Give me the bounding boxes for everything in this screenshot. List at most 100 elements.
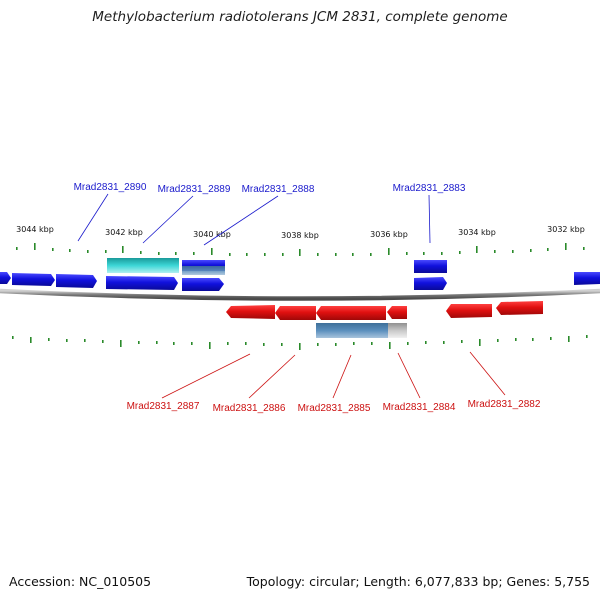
tick-mark	[299, 249, 301, 256]
tick-mark	[530, 249, 532, 252]
reverse-gene-arrow[interactable]	[316, 306, 386, 320]
accession-label: Accession: NC_010505	[9, 574, 152, 589]
reverse-gene-arrow[interactable]	[387, 306, 407, 319]
pseudo-feature[interactable]	[182, 266, 225, 275]
tick-mark	[282, 253, 284, 256]
tick-mark	[586, 335, 588, 338]
forward-gene-arrow[interactable]	[182, 278, 224, 291]
tick-mark	[16, 247, 18, 250]
tick-mark	[105, 250, 107, 253]
leader-line	[203, 195, 279, 246]
forward-gene-arrow[interactable]	[414, 277, 447, 290]
gene-label-mrad2831-2882[interactable]: Mrad2831_2882	[468, 399, 541, 410]
tick-mark	[69, 249, 71, 252]
gene-label-mrad2831-2887[interactable]: Mrad2831_2887	[127, 401, 200, 412]
gene-label-mrad2831-2885[interactable]: Mrad2831_2885	[298, 403, 371, 414]
inner-tick-row	[12, 335, 588, 350]
leader-line	[77, 193, 109, 242]
tick-mark	[263, 343, 265, 346]
gene-label-mrad2831-2890[interactable]: Mrad2831_2890	[74, 182, 147, 193]
tick-mark	[211, 248, 213, 255]
tick-mark	[299, 343, 301, 350]
gene-label-mrad2831-2888[interactable]: Mrad2831_2888	[242, 184, 315, 195]
tick-mark	[497, 339, 499, 342]
reverse-gene-labels: Mrad2831_2887 Mrad2831_2886 Mrad2831_288…	[127, 399, 541, 414]
tick-mark	[512, 250, 514, 253]
forward-gene-arrow[interactable]	[0, 272, 11, 284]
tick-mark	[66, 339, 68, 342]
gene-label-mrad2831-2883[interactable]: Mrad2831_2883	[393, 183, 466, 194]
tick-mark	[209, 342, 211, 349]
forward-gene-block[interactable]	[414, 260, 447, 273]
reverse-gene-arrow[interactable]	[496, 301, 543, 315]
tick-mark	[48, 338, 50, 341]
tick-mark	[479, 339, 481, 346]
kbp-label: 3044 kbp	[16, 225, 54, 234]
forward-gene-arrow[interactable]	[574, 272, 600, 285]
tick-mark	[30, 337, 32, 343]
leader-line	[142, 195, 194, 244]
gene-label-mrad2831-2886[interactable]: Mrad2831_2886	[213, 403, 286, 414]
forward-gene-labels: Mrad2831_2890 Mrad2831_2889 Mrad2831_288…	[74, 182, 466, 195]
tick-mark	[246, 253, 248, 256]
tick-mark	[229, 253, 231, 256]
tick-mark	[87, 250, 89, 253]
tick-mark	[461, 340, 463, 343]
leader-line	[161, 353, 251, 399]
forward-strand-track	[0, 260, 600, 291]
kbp-scale-labels: 3044 kbp 3042 kbp 3040 kbp 3038 kbp 3036…	[16, 225, 585, 240]
tick-mark	[317, 343, 319, 346]
genome-backbone	[0, 288, 600, 301]
kbp-label: 3036 kbp	[370, 230, 408, 239]
reverse-gene-arrow[interactable]	[275, 306, 316, 320]
kbp-label: 3042 kbp	[105, 228, 143, 237]
forward-gene-arrow[interactable]	[56, 274, 97, 288]
tick-mark	[441, 252, 443, 255]
reverse-gene-arrow[interactable]	[446, 304, 492, 318]
tick-mark	[443, 341, 445, 344]
tick-mark	[583, 247, 585, 250]
leader-line	[332, 354, 352, 399]
pseudo-feature[interactable]	[316, 323, 390, 338]
forward-gene-arrow[interactable]	[12, 273, 55, 286]
tick-mark	[476, 246, 478, 253]
genome-stats-label: Topology: circular; Length: 6,077,833 bp…	[246, 574, 590, 589]
tick-mark	[227, 342, 229, 345]
tick-mark	[425, 341, 427, 344]
rna-feature[interactable]	[107, 258, 179, 273]
tick-mark	[120, 340, 122, 347]
tick-mark	[140, 251, 142, 254]
tick-mark	[156, 341, 158, 344]
gene-label-mrad2831-2884[interactable]: Mrad2831_2884	[383, 402, 456, 413]
forward-gene-block[interactable]	[182, 260, 225, 271]
feature-track	[107, 258, 407, 338]
forward-gene-arrow[interactable]	[106, 276, 178, 290]
kbp-label: 3040 kbp	[193, 230, 231, 239]
tick-mark	[138, 341, 140, 344]
tick-mark	[423, 252, 425, 255]
tick-mark	[565, 243, 567, 250]
label-leader-lines	[77, 193, 506, 399]
tick-mark	[173, 342, 175, 345]
tick-mark	[515, 338, 517, 341]
reverse-gene-arrow[interactable]	[226, 305, 275, 319]
tick-mark	[102, 340, 104, 343]
tick-mark	[264, 253, 266, 256]
tick-mark	[494, 250, 496, 253]
kbp-label: 3038 kbp	[281, 231, 319, 240]
kbp-label: 3032 kbp	[547, 225, 585, 234]
tick-mark	[175, 252, 177, 255]
tick-mark	[335, 253, 337, 256]
leader-line	[397, 352, 421, 399]
tick-mark	[370, 253, 372, 256]
gray-feature[interactable]	[388, 323, 407, 338]
tick-mark	[317, 253, 319, 256]
tick-mark	[34, 243, 36, 250]
genome-title: Methylobacterium radiotolerans JCM 2831,…	[92, 9, 508, 25]
gene-label-mrad2831-2889[interactable]: Mrad2831_2889	[158, 184, 231, 195]
tick-mark	[193, 252, 195, 255]
tick-mark	[388, 248, 390, 255]
tick-mark	[52, 248, 54, 251]
